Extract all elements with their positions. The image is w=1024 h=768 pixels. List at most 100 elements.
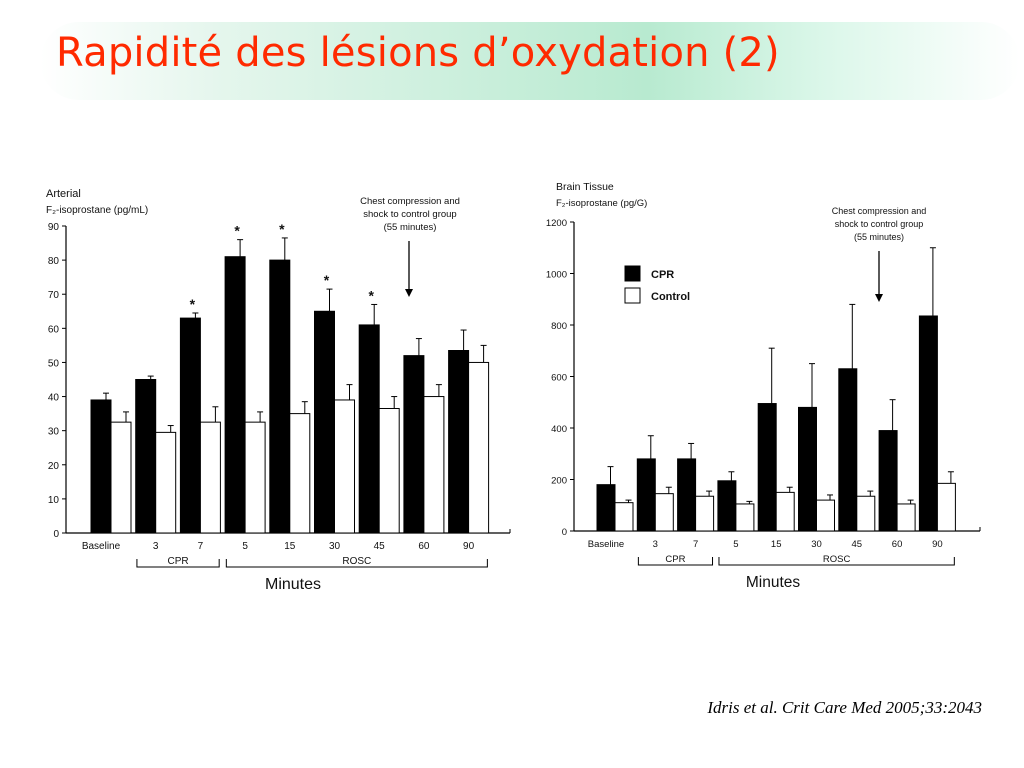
cpr-bar: [838, 368, 858, 532]
y-tick-label: 70: [48, 290, 60, 301]
annotation-line: (55 minutes): [384, 222, 437, 233]
group-label: ROSC: [342, 556, 371, 567]
slide-title: Rapidité des lésions d’oxydation (2): [56, 30, 780, 76]
legend-label: CPR: [651, 269, 674, 281]
category-label: 45: [374, 541, 386, 552]
control-bar: [244, 421, 266, 534]
y-tick-label: 600: [551, 373, 567, 384]
significance-star: *: [368, 287, 374, 303]
control-bar: [695, 495, 715, 532]
control-bar: [896, 503, 916, 532]
control-bar: [378, 407, 400, 534]
y-tick-label: 400: [551, 424, 567, 435]
category-label: 60: [418, 541, 430, 552]
y-axis-title-line2: F₂-isoprostane (pg/mL): [46, 205, 148, 216]
category-label: 90: [932, 539, 943, 550]
category-label: 5: [242, 541, 248, 552]
group-bracket: [718, 557, 955, 566]
category-label: 30: [329, 541, 341, 552]
significance-star: *: [190, 296, 196, 312]
y-tick-label: 50: [48, 358, 60, 369]
group-bracket: [225, 559, 488, 568]
y-tick-label: 1000: [546, 270, 567, 281]
significance-star: *: [234, 223, 240, 239]
x-axis-title: Minutes: [265, 576, 321, 593]
category-label: 7: [198, 541, 204, 552]
control-bar: [735, 503, 755, 532]
cpr-bar: [677, 458, 697, 532]
control-bar: [155, 431, 177, 534]
control-bar: [468, 361, 490, 534]
control-bar: [936, 482, 956, 532]
y-tick-label: 800: [551, 321, 567, 332]
annotation-arrow-head: [875, 294, 883, 302]
control-bar: [654, 493, 674, 532]
cpr-bar: [798, 406, 817, 532]
cpr-bar: [918, 315, 938, 532]
title-band: [40, 22, 1020, 100]
annotation-line: (55 minutes): [854, 232, 904, 242]
legend-swatch: [624, 287, 641, 304]
x-axis-title: Minutes: [746, 574, 801, 591]
significance-star: *: [279, 221, 285, 237]
category-label: 45: [852, 539, 863, 550]
y-tick-label: 60: [48, 324, 60, 335]
cpr-bar: [224, 256, 246, 534]
cpr-bar: [717, 480, 737, 532]
control-bar: [614, 502, 634, 532]
cpr-bar: [596, 484, 616, 532]
annotation-arrow-head: [405, 289, 413, 297]
y-tick-label: 1200: [546, 218, 567, 229]
y-axis-title-line1: Arterial: [46, 188, 81, 200]
y-tick-label: 20: [48, 461, 60, 472]
group-bracket: [136, 559, 220, 568]
control-bar: [110, 421, 132, 534]
control-bar: [289, 413, 311, 534]
cpr-bar: [269, 259, 291, 534]
annotation-line: shock to control group: [835, 219, 924, 229]
y-tick-label: 200: [551, 476, 567, 487]
y-tick-label: 0: [562, 527, 567, 538]
y-tick-label: 30: [48, 427, 60, 438]
group-bracket: [637, 557, 714, 566]
y-tick-label: 10: [48, 495, 60, 506]
category-label: 3: [153, 541, 159, 552]
category-label: 15: [284, 541, 296, 552]
annotation-line: Chest compression and: [360, 196, 460, 207]
y-tick-label: 90: [48, 222, 60, 233]
category-label: 3: [653, 539, 658, 550]
control-bar: [856, 495, 876, 532]
category-label: 5: [733, 539, 738, 550]
category-label: 30: [811, 539, 822, 550]
control-bar: [816, 499, 835, 532]
control-bar: [423, 396, 445, 534]
control-bar: [199, 421, 221, 534]
y-tick-label: 40: [48, 393, 60, 404]
cpr-bar: [878, 430, 898, 532]
y-tick-label: 0: [53, 529, 59, 540]
group-label: CPR: [665, 554, 685, 565]
citation: Idris et al. Crit Care Med 2005;33:2043: [707, 698, 982, 717]
cpr-bar: [757, 403, 777, 532]
annotation-line: Chest compression and: [832, 206, 927, 216]
category-label: Baseline: [82, 541, 121, 552]
y-tick-label: 80: [48, 256, 60, 267]
legend-label: Control: [651, 291, 690, 303]
category-label: Baseline: [588, 539, 624, 550]
cpr-bar: [636, 458, 656, 532]
group-label: CPR: [167, 556, 188, 567]
category-label: 90: [463, 541, 475, 552]
category-label: 60: [892, 539, 903, 550]
significance-star: *: [324, 272, 330, 288]
y-axis-title-line2: F₂-isoprostane (pg/G): [556, 198, 647, 209]
group-label: ROSC: [823, 554, 851, 565]
legend-swatch: [624, 265, 641, 282]
annotation-line: shock to control group: [363, 209, 456, 220]
y-axis-title-line1: Brain Tissue: [556, 181, 614, 193]
category-label: 15: [771, 539, 782, 550]
category-label: 7: [693, 539, 698, 550]
control-bar: [334, 399, 355, 534]
control-bar: [775, 491, 795, 532]
